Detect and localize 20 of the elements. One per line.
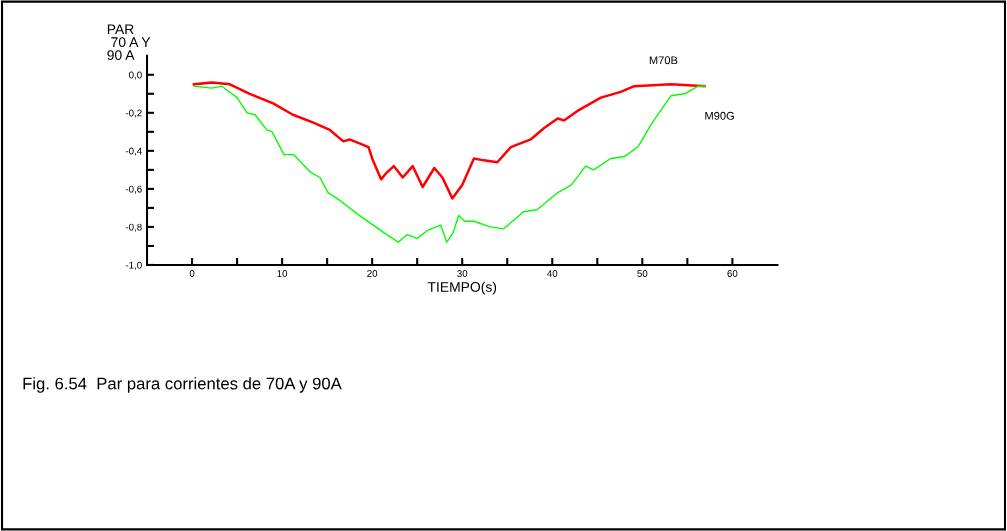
y-tick-label: -0,4: [125, 147, 142, 156]
text: M90G: [705, 111, 734, 120]
y-tick-label: -0,8: [125, 223, 142, 232]
line-series: [193, 85, 706, 243]
x-tick-label: 20: [367, 270, 378, 277]
x-tick-label: 0: [189, 270, 195, 277]
y-tick-label: -1,0: [125, 261, 142, 270]
x-tick-label: 50: [637, 270, 648, 277]
y-tick-label: -0,6: [125, 185, 142, 194]
caption: Fig. 6.54 Par para corrientes de 70A y 90A: [23, 377, 342, 393]
y-tick-label: 0,0: [129, 71, 142, 80]
x-tick-label: 40: [547, 270, 558, 277]
x-tick-label: 60: [727, 270, 738, 277]
x-tick-label: 30: [457, 270, 468, 277]
series-label: M70B: [649, 56, 678, 65]
y-tick-label: -0,2: [125, 109, 142, 118]
y-axis-title: PAR 70 A Y 90 A: [107, 24, 151, 60]
x-tick-label: 10: [277, 270, 288, 277]
line-series: [192, 81, 706, 200]
x-axis-title: TIEMPO(s): [427, 281, 497, 295]
